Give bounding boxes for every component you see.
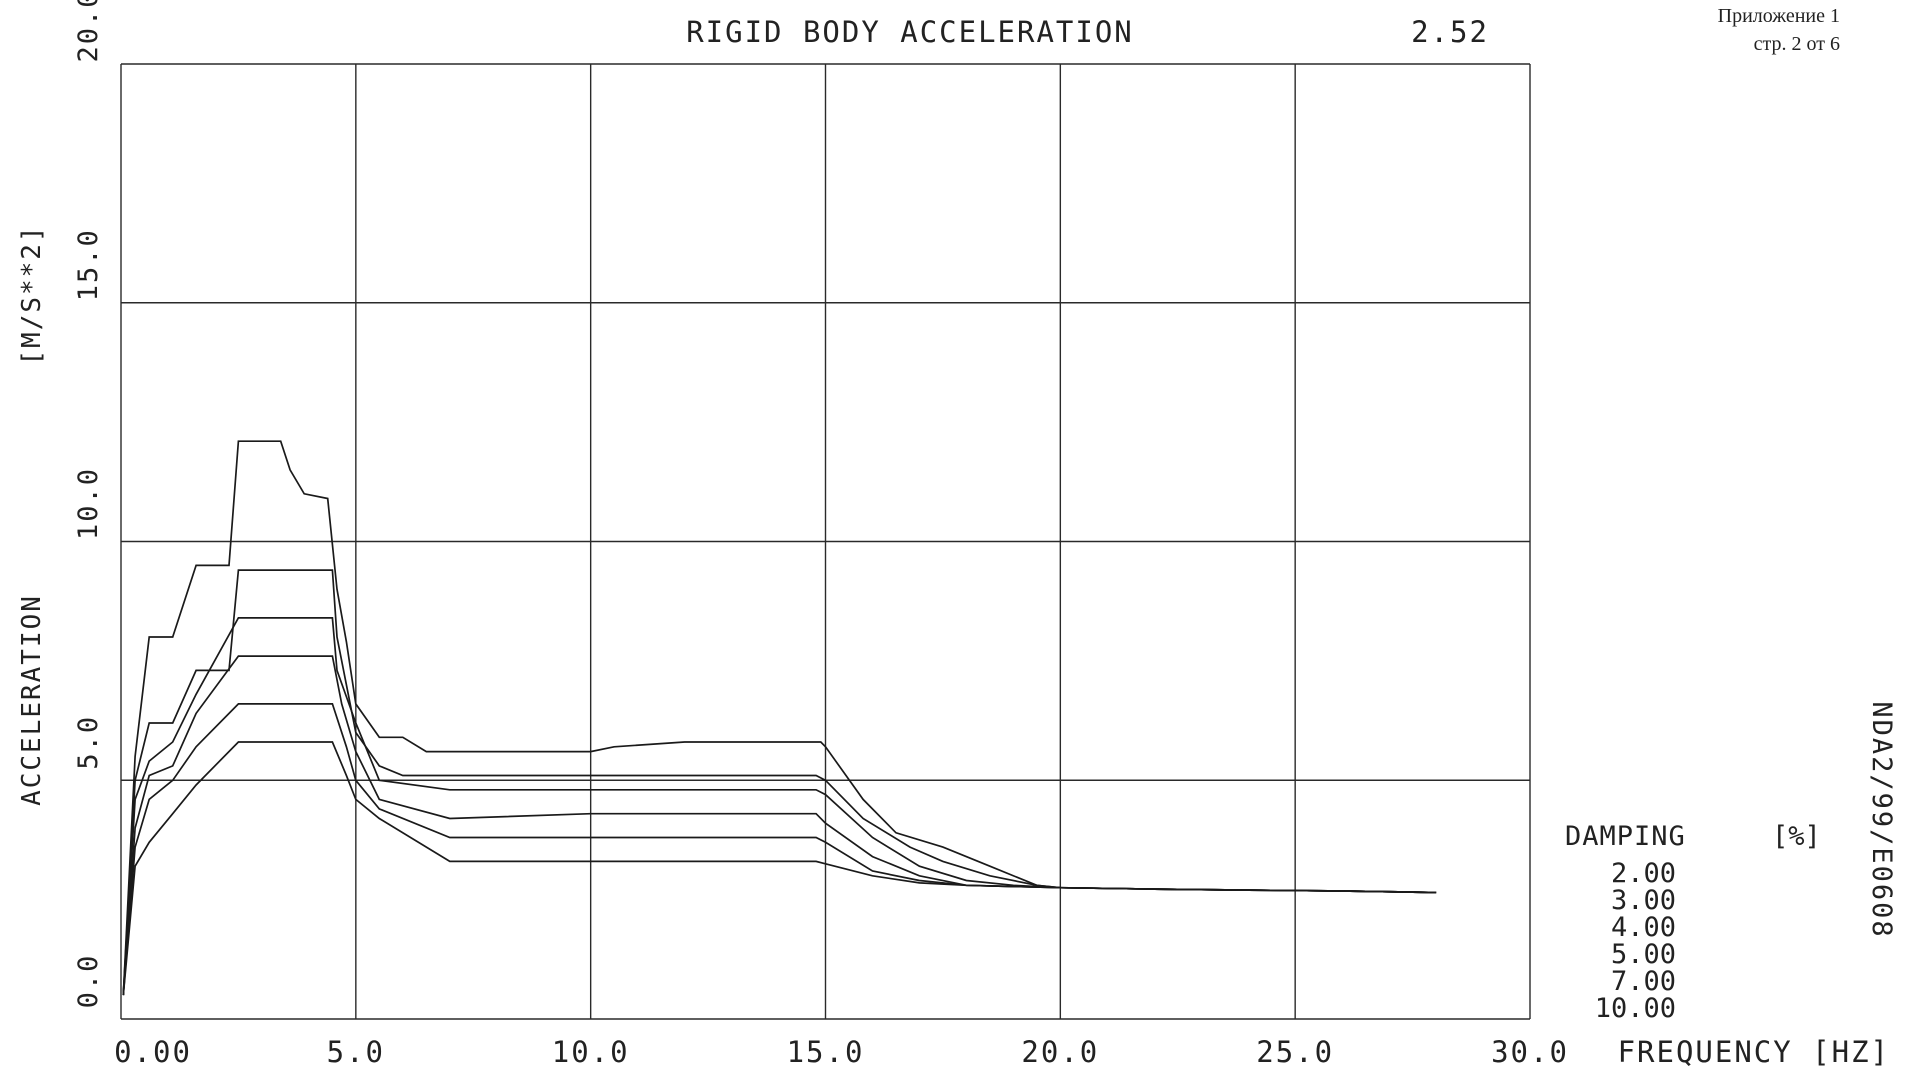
- x-axis-ticks: 0.00 5.0 10.0 15.0 20.0 25.0 30.0: [114, 1035, 1569, 1069]
- x-tick-label-1: 5.0: [327, 1035, 385, 1069]
- x-axis-label: FREQUENCY [HZ]: [1618, 1035, 1890, 1069]
- y-tick-label-1: 5.0: [73, 715, 104, 770]
- y-axis-label: ACCELERATION: [17, 594, 47, 806]
- y-axis-ticks: 0.0 5.0 10.0 15.0 20.0: [73, 0, 104, 1008]
- series-line-3-00: [122, 569, 1437, 996]
- legend-entry-3: 5.00: [1611, 939, 1676, 970]
- series-line-7-00: [122, 703, 1437, 996]
- legend-title: DAMPING: [1565, 821, 1686, 852]
- page-number-label: стр. 2 от 6: [1754, 33, 1840, 55]
- legend-unit: [%]: [1772, 821, 1821, 852]
- legend-entry-1: 3.00: [1611, 885, 1676, 916]
- x-tick-label-2: 10.0: [552, 1035, 630, 1069]
- legend-entry-5: 10.00: [1595, 993, 1676, 1024]
- y-tick-label-0: 0.0: [73, 954, 104, 1009]
- legend-entry-0: 2.00: [1611, 858, 1676, 889]
- y-tick-label-4: 20.0: [73, 0, 104, 63]
- y-axis-unit: [M/S**2]: [17, 224, 47, 365]
- x-tick-label-0: 0.00: [114, 1035, 192, 1069]
- series-line-5-00: [122, 655, 1437, 996]
- x-tick-label-4: 20.0: [1021, 1035, 1099, 1069]
- series-lines: [122, 440, 1437, 996]
- series-line-4-00: [122, 617, 1437, 996]
- document-code: NDA2/99/E0608: [1866, 701, 1897, 938]
- chart-title: RIGID BODY ACCELERATION: [686, 15, 1134, 49]
- attachment-label: Приложение 1: [1718, 5, 1840, 27]
- x-tick-label-5: 25.0: [1256, 1035, 1334, 1069]
- y-tick-label-2: 10.0: [73, 467, 104, 540]
- y-tick-label-3: 15.0: [73, 228, 104, 301]
- legend-entry-2: 4.00: [1611, 912, 1676, 943]
- series-line-10-00: [122, 741, 1437, 996]
- legend-entry-4: 7.00: [1611, 966, 1676, 997]
- series-line-2-00: [122, 440, 1437, 996]
- chart-title-value: 2.52: [1411, 15, 1489, 49]
- x-tick-label-6: 30.0: [1491, 1035, 1569, 1069]
- x-tick-label-3: 15.0: [787, 1035, 865, 1069]
